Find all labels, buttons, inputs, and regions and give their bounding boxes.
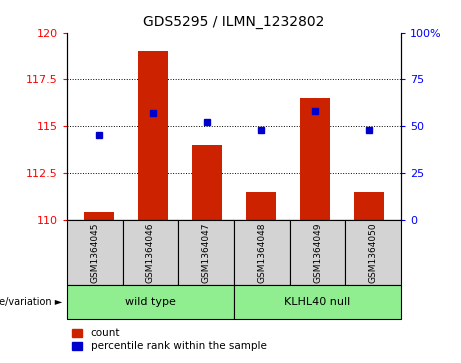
Text: GSM1364047: GSM1364047 <box>201 222 211 282</box>
Bar <box>345 220 401 285</box>
Bar <box>138 51 168 220</box>
Text: GSM1364045: GSM1364045 <box>90 222 99 282</box>
Title: GDS5295 / ILMN_1232802: GDS5295 / ILMN_1232802 <box>143 15 325 29</box>
Bar <box>123 220 178 285</box>
Text: KLHL40 null: KLHL40 null <box>284 297 351 307</box>
Text: genotype/variation ►: genotype/variation ► <box>0 297 62 307</box>
Bar <box>192 145 222 220</box>
Bar <box>354 192 384 220</box>
Bar <box>67 220 123 285</box>
Text: GSM1364049: GSM1364049 <box>313 222 322 282</box>
Bar <box>178 220 234 285</box>
Bar <box>234 285 401 319</box>
Text: GSM1364048: GSM1364048 <box>257 222 266 282</box>
Bar <box>67 285 234 319</box>
Legend: count, percentile rank within the sample: count, percentile rank within the sample <box>72 328 266 351</box>
Bar <box>246 192 276 220</box>
Text: GSM1364050: GSM1364050 <box>369 222 378 283</box>
Bar <box>290 220 345 285</box>
Bar <box>300 98 330 220</box>
Text: wild type: wild type <box>125 297 176 307</box>
Bar <box>84 212 114 220</box>
Text: GSM1364046: GSM1364046 <box>146 222 155 282</box>
Bar <box>234 220 290 285</box>
